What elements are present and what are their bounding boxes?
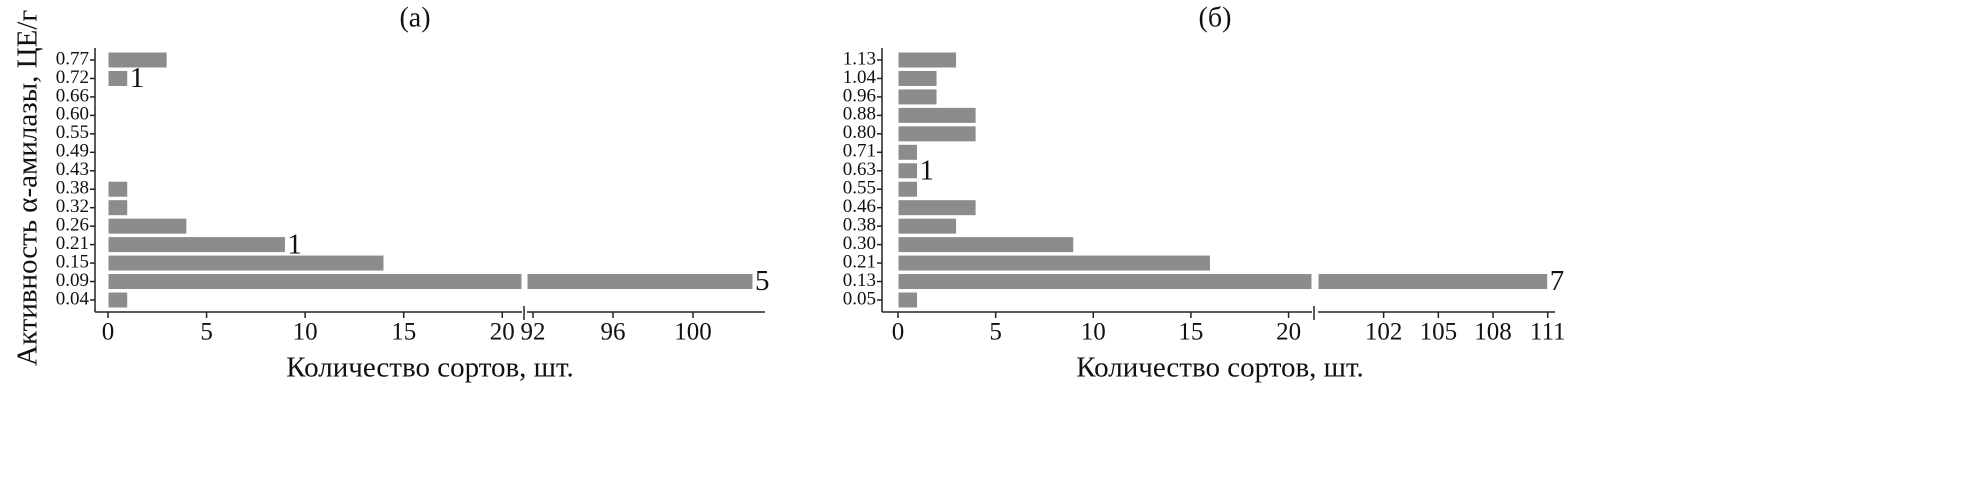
- y-tick-label: 0.80: [843, 122, 876, 143]
- x-tick-label: 5: [989, 319, 1002, 346]
- y-tick-label: 0.26: [56, 214, 89, 235]
- x-tick-label: 10: [293, 319, 318, 346]
- bar: [107, 254, 385, 272]
- panel-title: (а): [399, 2, 430, 33]
- bar: [1317, 273, 1549, 291]
- annotation: 1: [287, 228, 302, 260]
- annotation: 5: [755, 265, 770, 297]
- x-tick-label: 20: [1276, 319, 1301, 346]
- bar: [897, 254, 1211, 272]
- x-tick-label: 111: [1530, 319, 1566, 346]
- bar: [107, 69, 129, 87]
- bar: [897, 88, 938, 106]
- x-tick-label: 0: [892, 319, 905, 346]
- annotation: 7: [1550, 265, 1565, 297]
- bar: [107, 217, 188, 235]
- y-tick-label: 0.43: [56, 159, 89, 180]
- y-tick-label: 1.13: [843, 48, 876, 69]
- bar: [897, 180, 919, 198]
- bar: [897, 125, 977, 143]
- x-axis-label: Количество сортов, шт.: [286, 352, 574, 384]
- y-tick-label: 0.71: [843, 141, 876, 162]
- bar: [107, 236, 286, 254]
- y-tick-label: 0.46: [843, 196, 876, 217]
- x-tick-label: 92: [521, 319, 546, 346]
- y-tick-label: 0.49: [56, 141, 89, 162]
- bar: [897, 273, 1313, 291]
- y-tick-label: 0.05: [843, 288, 876, 309]
- y-tick-label: 0.96: [843, 85, 876, 106]
- y-tick-label: 0.55: [56, 122, 89, 143]
- bar: [107, 51, 168, 69]
- x-tick-label: 105: [1420, 319, 1458, 346]
- x-axis-label: Количество сортов, шт.: [1076, 352, 1364, 384]
- y-tick-label: 0.88: [843, 104, 876, 125]
- bar: [107, 291, 129, 309]
- y-tick-label: 0.63: [843, 159, 876, 180]
- y-tick-label: 0.60: [56, 104, 89, 125]
- y-tick-label: 0.38: [56, 178, 89, 199]
- y-tick-label: 0.66: [56, 85, 89, 106]
- y-tick-label: 0.21: [843, 251, 876, 272]
- y-tick-label: 0.38: [843, 214, 876, 235]
- bar: [897, 162, 919, 180]
- x-tick-label: 20: [490, 319, 515, 346]
- bar: [107, 199, 129, 217]
- panel-title: (б): [1199, 2, 1232, 33]
- y-tick-label: 0.55: [843, 178, 876, 199]
- bar: [897, 51, 958, 69]
- x-tick-label: 108: [1474, 319, 1512, 346]
- y-tick-label: 0.21: [56, 233, 89, 254]
- x-tick-label: 102: [1365, 319, 1403, 346]
- bar: [897, 106, 977, 124]
- y-axis-label: Активность α-амилазы, ЦЕ/г: [12, 10, 44, 366]
- x-tick-label: 100: [674, 319, 712, 346]
- y-tick-label: 0.15: [56, 251, 89, 272]
- bar: [897, 199, 977, 217]
- y-tick-label: 0.32: [56, 196, 89, 217]
- y-tick-label: 0.13: [843, 270, 876, 291]
- x-tick-label: 5: [200, 319, 213, 346]
- annotation: 1: [130, 62, 145, 94]
- x-tick-label: 10: [1081, 319, 1106, 346]
- bar: [526, 273, 754, 291]
- bar: [897, 236, 1075, 254]
- x-tick-label: 96: [601, 319, 626, 346]
- y-tick-label: 1.04: [843, 67, 877, 88]
- bar: [897, 291, 919, 309]
- y-tick-label: 0.09: [56, 270, 89, 291]
- bar: [897, 69, 938, 87]
- y-tick-label: 0.72: [56, 67, 89, 88]
- annotation: 1: [920, 154, 935, 186]
- bar: [107, 180, 129, 198]
- bar: [897, 143, 919, 161]
- y-tick-label: 0.77: [56, 48, 89, 69]
- bar: [897, 217, 958, 235]
- y-tick-label: 0.30: [843, 233, 876, 254]
- x-tick-label: 15: [391, 319, 416, 346]
- y-tick-label: 0.04: [56, 288, 90, 309]
- x-tick-label: 15: [1178, 319, 1203, 346]
- x-tick-label: 0: [102, 319, 115, 346]
- bar: [107, 273, 523, 291]
